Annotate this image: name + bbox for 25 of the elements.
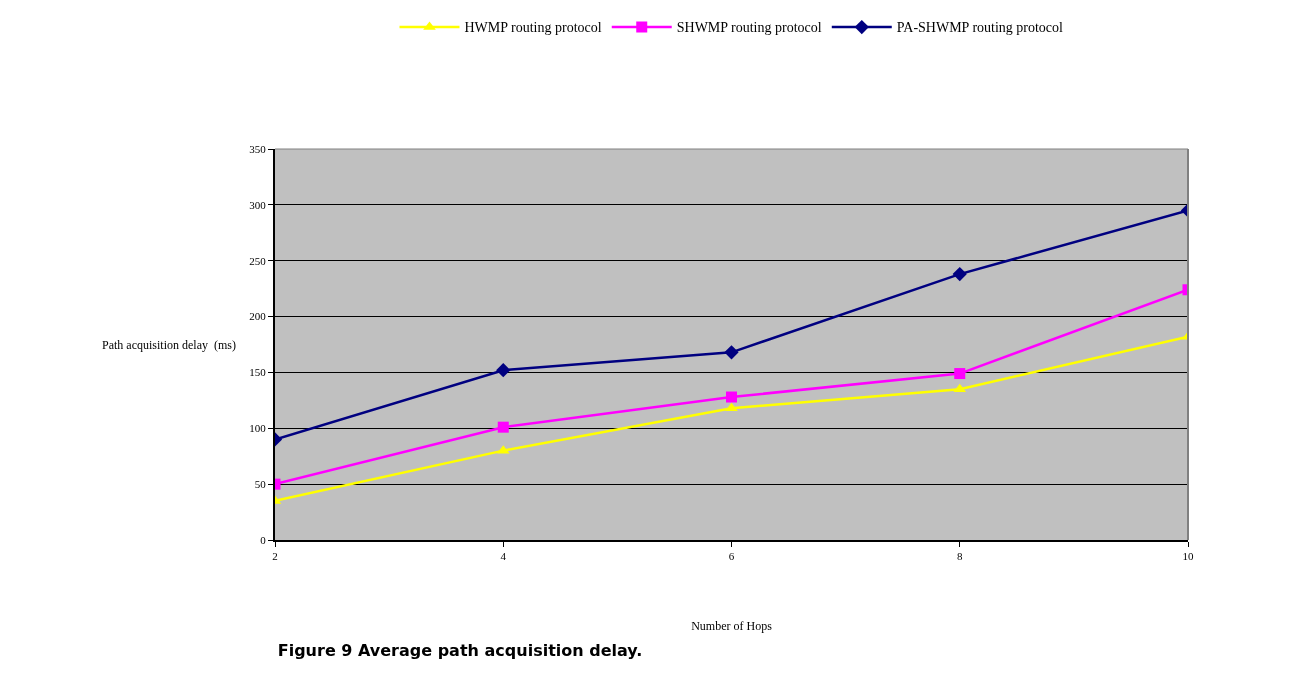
x-tick-label: 6 bbox=[728, 550, 735, 563]
point bbox=[954, 368, 966, 380]
legend-label: HWMP routing protocol bbox=[464, 20, 602, 36]
legend-label: SHWMP routing protocol bbox=[676, 20, 822, 36]
text: Figure 9 Average path acquisition delay. bbox=[277, 641, 643, 661]
legend-label: PA-SHWMP routing protocol bbox=[896, 20, 1064, 36]
y-axis-title: Path acquisition delay (ms) bbox=[102, 338, 236, 352]
y-tick-label: 300 bbox=[249, 198, 267, 211]
point bbox=[724, 345, 739, 360]
x-tick-label: 10 bbox=[1182, 550, 1194, 563]
point bbox=[497, 421, 509, 433]
y-tick-label: 150 bbox=[249, 366, 267, 379]
y-tick-label: 350 bbox=[249, 142, 267, 155]
x-axis-title: Number of Hops bbox=[691, 618, 773, 633]
y-tick-label: 200 bbox=[249, 310, 267, 323]
x-tick-label: 2 bbox=[272, 550, 278, 563]
x-tick-label: 4 bbox=[500, 550, 507, 563]
point bbox=[726, 391, 737, 403]
point bbox=[952, 266, 967, 282]
point bbox=[496, 363, 511, 378]
y-tick-label: 250 bbox=[249, 254, 267, 267]
x-tick-label: 8 bbox=[957, 550, 963, 563]
y-tick-label: 100 bbox=[249, 422, 267, 435]
y-tick-label: 0 bbox=[260, 533, 267, 546]
y-tick-label: 50 bbox=[254, 477, 267, 490]
